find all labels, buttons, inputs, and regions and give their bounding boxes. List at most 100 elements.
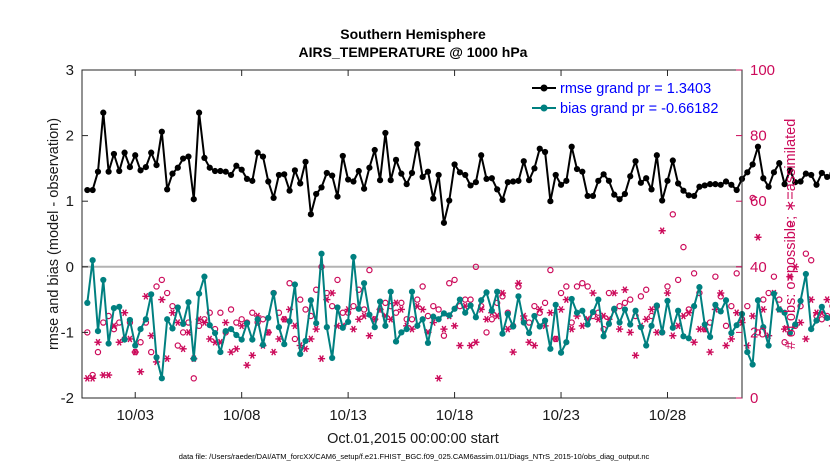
rmse-point: [563, 177, 570, 184]
rmse-point: [195, 109, 203, 116]
bias-point: [749, 361, 756, 368]
bias-point: [254, 316, 261, 323]
obs-possible-marker: [712, 273, 719, 280]
obs-possible-marker: [94, 348, 102, 356]
obs-possible-marker: [174, 342, 182, 349]
bias-point: [201, 273, 208, 280]
asterisk-stroke: [814, 309, 819, 317]
bias-point: [211, 329, 219, 337]
rmse-point: [206, 164, 213, 171]
rmse-point: [376, 177, 384, 184]
bias-point: [339, 324, 346, 331]
obs-possible-marker: [408, 316, 416, 323]
obs-assimilated-marker: [174, 319, 182, 327]
obs-possible-marker: [334, 276, 341, 284]
bias-point: [632, 307, 639, 314]
chart-subtitle: AIRS_TEMPERATURE @ 1000 hPa: [299, 44, 528, 60]
asterisk-stroke: [329, 289, 335, 297]
bias-point: [765, 342, 772, 349]
rmse-point: [121, 149, 128, 156]
bias-point: [754, 297, 762, 304]
rmse-point: [669, 157, 676, 164]
rmse-point: [749, 161, 756, 168]
x-tick-label: 10/23: [542, 407, 580, 424]
obs-assimilated-marker: [669, 332, 677, 340]
bias-point: [722, 297, 730, 304]
obs-assimilated-marker: [147, 332, 155, 340]
asterisk-stroke: [532, 342, 537, 349]
bias-point: [110, 305, 118, 312]
obs-assimilated-marker: [610, 289, 618, 297]
obs-assimilated-marker: [280, 315, 288, 323]
bias-point: [222, 327, 229, 335]
obs-possible-marker: [302, 306, 309, 313]
obs-assimilated-marker: [690, 338, 698, 346]
rmse-point: [648, 186, 655, 193]
bias-point: [781, 309, 788, 316]
bias-point: [89, 257, 96, 264]
asterisk-stroke: [547, 309, 553, 317]
asterisk-stroke: [611, 289, 617, 297]
asterisk-stroke: [803, 335, 809, 343]
bias-point: [802, 270, 809, 278]
y-tick-label-right: 0: [750, 390, 758, 407]
asterisk-stroke: [90, 374, 96, 382]
rmse-point: [414, 141, 421, 148]
asterisk-stroke: [441, 325, 447, 333]
rmse-point: [227, 171, 235, 179]
rmse-point: [323, 169, 330, 177]
obs-assimilated-marker: [238, 322, 246, 330]
bias-point: [792, 321, 799, 328]
asterisk-stroke: [223, 319, 229, 327]
asterisk-stroke: [393, 299, 399, 307]
asterisk-stroke: [138, 368, 143, 376]
rmse-point: [345, 176, 352, 183]
asterisk-stroke: [186, 328, 191, 336]
bias-point: [472, 314, 479, 321]
bias-point: [408, 288, 416, 295]
obs-possible-marker: [674, 276, 682, 284]
obs-assimilated-marker: [626, 328, 634, 336]
obs-assimilated-marker: [227, 348, 235, 356]
bias-point: [696, 284, 703, 291]
rmse-point: [637, 179, 644, 186]
rmse-point: [616, 196, 623, 203]
y-tick-label: 3: [66, 62, 74, 79]
bias-point: [297, 350, 304, 358]
x-tick-label: 10/08: [223, 407, 261, 424]
asterisk-stroke: [478, 305, 484, 313]
rmse-point: [754, 143, 762, 150]
obs-assimilated-marker: [307, 335, 315, 343]
bias-point: [728, 329, 735, 337]
rmse-point: [350, 178, 357, 185]
rmse-point: [818, 169, 825, 177]
bias-point: [137, 326, 144, 333]
obs-possible-marker: [690, 270, 698, 277]
bias-point: [531, 312, 538, 320]
asterisk-stroke: [351, 325, 356, 333]
asterisk-stroke: [558, 305, 564, 313]
asterisk-stroke: [84, 374, 90, 382]
bias-point: [446, 312, 453, 319]
obs-possible-marker: [621, 299, 629, 307]
obs-possible-marker: [616, 302, 623, 310]
obs-possible-marker: [786, 220, 794, 228]
rmse-point: [153, 162, 160, 169]
bias-point: [180, 320, 187, 327]
legend-bias-label: bias grand pr = -0.66182: [560, 101, 718, 117]
obs-assimilated-marker: [163, 355, 171, 363]
rmse-point: [680, 187, 687, 194]
bias-point: [249, 336, 256, 343]
bias-point: [126, 316, 134, 324]
rmse-point: [440, 219, 448, 226]
bias-point: [419, 316, 426, 323]
bias-point: [174, 304, 181, 311]
obs-possible-marker: [233, 319, 240, 326]
rmse-point: [270, 194, 277, 202]
obs-assimilated-marker: [120, 309, 129, 317]
asterisk-stroke: [281, 315, 287, 323]
rmse-point: [158, 128, 165, 135]
obs-possible-marker: [483, 329, 490, 336]
rmse-point: [456, 169, 464, 176]
